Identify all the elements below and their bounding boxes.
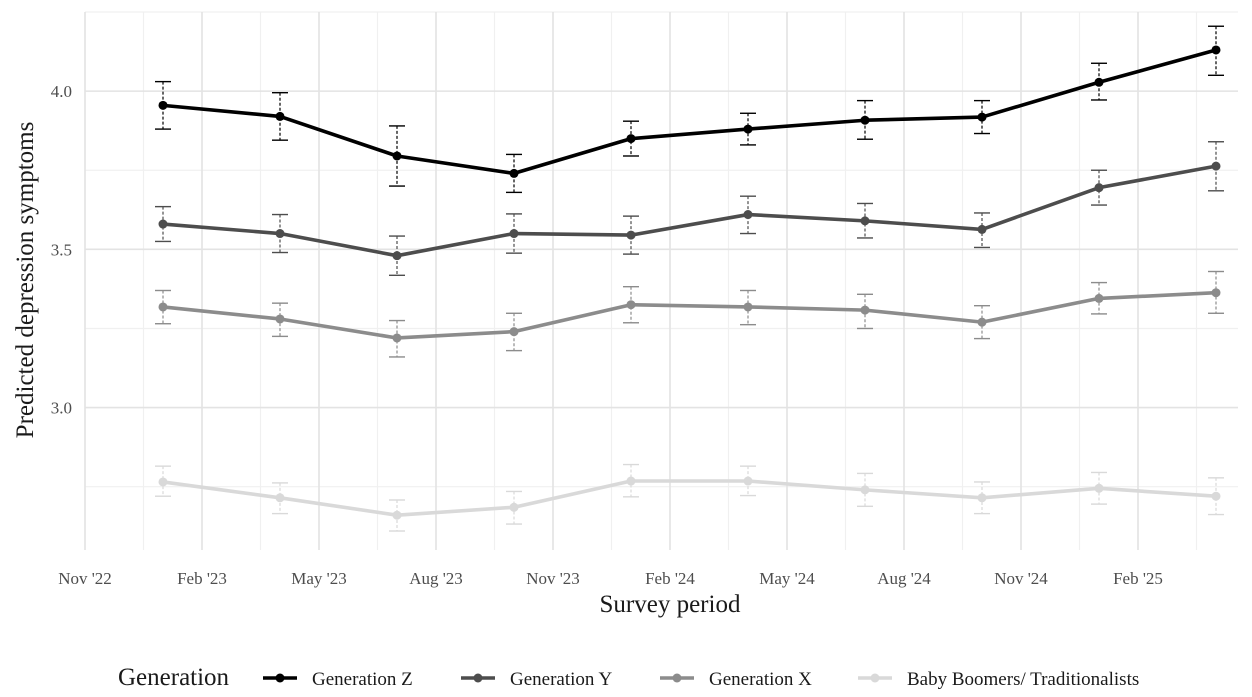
data-point [743,476,753,486]
legend-item: Generation Z [263,669,413,690]
series-line [161,48,1218,176]
x-tick-label: May '24 [759,569,815,588]
series-group [155,463,1224,532]
x-tick-label: Feb '24 [645,569,695,588]
grid-layer [84,11,1238,550]
x-axis-title: Survey period [600,591,741,618]
series-line [161,290,1218,340]
data-point [1211,491,1221,501]
x-tick-label: Nov '23 [526,569,580,588]
data-point [275,229,285,239]
data-point [1211,288,1221,298]
series-line [161,164,1218,258]
data-point [1094,183,1104,193]
data-point [626,476,636,486]
data-point [509,327,519,337]
data-point [392,510,402,520]
legend-item: Generation X [660,669,812,690]
data-point [626,230,636,240]
legend-item: Generation Y [461,669,612,690]
data-point [860,485,870,495]
data-point [743,210,753,220]
data-point [977,112,987,122]
x-tick-label: Aug '23 [409,569,463,588]
legend-key-point [870,673,880,683]
data-point [158,477,168,487]
data-point [743,124,753,134]
data-point [743,302,753,312]
data-point [1094,483,1104,493]
data-point [509,229,519,239]
data-point [275,493,285,503]
legend-label: Generation Y [510,669,612,690]
x-tick-label: Nov '24 [994,569,1048,588]
data-point [626,134,636,144]
legend: Generation Generation Z Generation Y Gener… [118,664,1139,691]
legend-key-point [473,673,483,683]
y-tick-label: 3.0 [51,399,72,418]
x-tick-label: Feb '23 [177,569,227,588]
data-point [977,493,987,503]
data-point [392,333,402,343]
y-tick-label: 4.0 [51,82,72,101]
legend-label: Generation X [709,669,812,690]
data-point [158,302,168,312]
series-group [155,141,1224,277]
x-tick-label: Nov '22 [58,569,112,588]
legend-label: Baby Boomers/ Traditionalists [907,669,1139,690]
legend-title: Generation [118,664,230,691]
legend-key-point [275,673,285,683]
series-layer [155,25,1224,532]
x-tick-label: Aug '24 [877,569,931,588]
data-point [977,317,987,327]
y-axis-title: Predicted depression symptoms [12,122,39,439]
tick-layer: 3.0 3.5 4.0 Nov '22 Feb '23 May '23 Aug '23 Nov… [51,82,1163,588]
data-point [275,111,285,121]
x-tick-label: Feb '25 [1113,569,1163,588]
data-point [1094,77,1104,87]
data-point [1094,293,1104,303]
data-point [626,300,636,310]
data-point [158,100,168,110]
data-point [860,115,870,125]
legend-item: Baby Boomers/ Traditionalists [858,669,1139,690]
data-point [509,168,519,178]
data-point [392,251,402,261]
data-point [977,224,987,234]
data-point [158,219,168,229]
data-point [1211,45,1221,55]
series-group [155,270,1224,358]
data-point [275,314,285,324]
series-line [161,479,1218,517]
data-point [509,502,519,512]
legend-key-point [672,673,682,683]
series-group [155,25,1224,194]
data-point [860,216,870,226]
x-tick-label: May '23 [291,569,346,588]
y-tick-label: 3.5 [51,240,72,259]
data-point [1211,161,1221,171]
data-point [860,305,870,315]
data-point [392,151,402,161]
legend-label: Generation Z [312,669,413,690]
